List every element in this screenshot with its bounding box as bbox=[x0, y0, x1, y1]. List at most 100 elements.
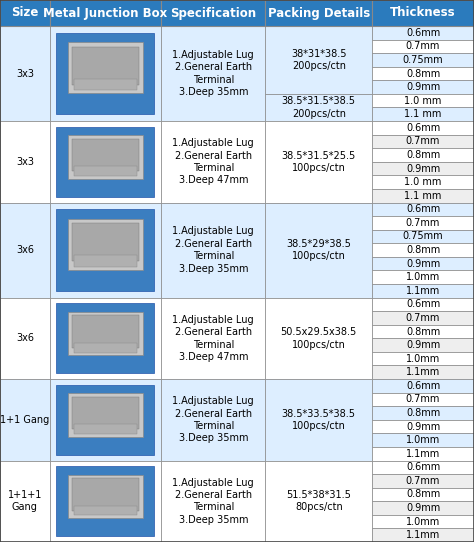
Bar bbox=[372, 325, 474, 338]
Text: 1.Adjustable Lug
2.General Earth
Terminal
3.Deep 35mm: 1.Adjustable Lug 2.General Earth Termina… bbox=[173, 227, 254, 274]
Bar bbox=[372, 379, 474, 392]
Text: 1.0mm: 1.0mm bbox=[406, 272, 440, 282]
Text: 38.5*31.5*25.5
100pcs/ctn: 38.5*31.5*25.5 100pcs/ctn bbox=[282, 151, 356, 173]
Text: 1.1mm: 1.1mm bbox=[406, 367, 440, 377]
Text: 1.1mm: 1.1mm bbox=[406, 449, 440, 459]
Bar bbox=[50, 461, 161, 542]
Text: 1.0mm: 1.0mm bbox=[406, 354, 440, 364]
Bar bbox=[0, 461, 50, 542]
Bar bbox=[265, 94, 372, 121]
Bar bbox=[372, 474, 474, 488]
Bar bbox=[50, 298, 161, 379]
Bar bbox=[74, 424, 137, 434]
Bar bbox=[74, 506, 137, 515]
Bar bbox=[161, 121, 265, 203]
Bar bbox=[56, 385, 155, 455]
Text: 0.9mm: 0.9mm bbox=[406, 259, 440, 269]
Bar bbox=[161, 298, 265, 379]
Text: 3x6: 3x6 bbox=[16, 245, 34, 255]
Bar bbox=[50, 0, 161, 26]
Bar bbox=[372, 203, 474, 216]
Bar bbox=[72, 315, 139, 348]
Bar bbox=[68, 135, 143, 179]
Bar bbox=[68, 42, 143, 93]
Text: 38*31*38.5
200pcs/ctn: 38*31*38.5 200pcs/ctn bbox=[291, 49, 346, 71]
Bar bbox=[50, 26, 161, 121]
Bar bbox=[0, 0, 50, 26]
Bar bbox=[72, 397, 139, 429]
Bar bbox=[161, 0, 265, 26]
Bar bbox=[74, 343, 137, 352]
Bar bbox=[372, 176, 474, 189]
Text: 0.8mm: 0.8mm bbox=[406, 68, 440, 79]
Text: 1.0 mm: 1.0 mm bbox=[404, 177, 442, 187]
Text: 1.1mm: 1.1mm bbox=[406, 530, 440, 540]
Text: 0.6mm: 0.6mm bbox=[406, 299, 440, 309]
Bar bbox=[50, 121, 161, 203]
Text: 0.9mm: 0.9mm bbox=[406, 164, 440, 173]
Bar bbox=[72, 478, 139, 511]
Text: Metal Junction Box: Metal Junction Box bbox=[43, 7, 168, 20]
Bar bbox=[72, 223, 139, 261]
Bar bbox=[372, 447, 474, 461]
Bar bbox=[372, 515, 474, 528]
Bar bbox=[372, 270, 474, 284]
Text: 0.8mm: 0.8mm bbox=[406, 245, 440, 255]
Text: 0.8mm: 0.8mm bbox=[406, 150, 440, 160]
Bar bbox=[265, 461, 372, 542]
Bar bbox=[265, 379, 372, 461]
Text: 1.0 mm: 1.0 mm bbox=[404, 96, 442, 106]
Text: 0.6mm: 0.6mm bbox=[406, 462, 440, 472]
Bar bbox=[50, 203, 161, 298]
Text: Specification: Specification bbox=[170, 7, 256, 20]
Bar bbox=[0, 121, 50, 203]
Bar bbox=[74, 79, 137, 90]
Bar bbox=[372, 216, 474, 230]
Text: 1.0mm: 1.0mm bbox=[406, 435, 440, 445]
Text: 0.7mm: 0.7mm bbox=[406, 137, 440, 146]
Text: 0.8mm: 0.8mm bbox=[406, 326, 440, 337]
Text: 1.0mm: 1.0mm bbox=[406, 517, 440, 527]
Bar bbox=[72, 47, 139, 85]
Bar bbox=[0, 26, 50, 121]
Text: 1.1 mm: 1.1 mm bbox=[404, 191, 442, 201]
Bar bbox=[265, 0, 372, 26]
Bar bbox=[56, 466, 155, 536]
Bar bbox=[372, 189, 474, 203]
Bar bbox=[372, 434, 474, 447]
Bar bbox=[372, 94, 474, 107]
Text: 1+1 Gang: 1+1 Gang bbox=[0, 415, 49, 425]
Text: 1.Adjustable Lug
2.General Earth
Terminal
3.Deep 47mm: 1.Adjustable Lug 2.General Earth Termina… bbox=[173, 138, 254, 185]
Bar bbox=[372, 53, 474, 67]
Text: 0.8mm: 0.8mm bbox=[406, 489, 440, 500]
Text: 0.75mm: 0.75mm bbox=[403, 55, 443, 65]
Bar bbox=[265, 298, 372, 379]
Bar bbox=[372, 107, 474, 121]
Bar bbox=[0, 203, 50, 298]
Bar bbox=[265, 203, 372, 298]
Text: 1.Adjustable Lug
2.General Earth
Terminal
3.Deep 35mm: 1.Adjustable Lug 2.General Earth Termina… bbox=[173, 478, 254, 525]
Bar bbox=[372, 501, 474, 515]
Text: 0.75mm: 0.75mm bbox=[403, 231, 443, 242]
Bar bbox=[372, 0, 474, 26]
Bar bbox=[372, 528, 474, 542]
Text: 0.8mm: 0.8mm bbox=[406, 408, 440, 418]
Bar bbox=[161, 461, 265, 542]
Text: 0.7mm: 0.7mm bbox=[406, 476, 440, 486]
Bar bbox=[50, 379, 161, 461]
Bar bbox=[161, 26, 265, 121]
Text: 1.Adjustable Lug
2.General Earth
Terminal
3.Deep 47mm: 1.Adjustable Lug 2.General Earth Termina… bbox=[173, 315, 254, 362]
Text: 3x6: 3x6 bbox=[16, 333, 34, 343]
Text: Packing Details: Packing Details bbox=[268, 7, 370, 20]
Text: 1.1mm: 1.1mm bbox=[406, 286, 440, 296]
Text: 1.1 mm: 1.1 mm bbox=[404, 109, 442, 119]
Text: 38.5*29*38.5
100pcs/ctn: 38.5*29*38.5 100pcs/ctn bbox=[286, 239, 351, 261]
Text: 0.9mm: 0.9mm bbox=[406, 340, 440, 350]
Text: 38.5*33.5*38.5
100pcs/ctn: 38.5*33.5*38.5 100pcs/ctn bbox=[282, 409, 356, 431]
Text: 0.7mm: 0.7mm bbox=[406, 395, 440, 404]
Bar bbox=[372, 311, 474, 325]
Bar bbox=[372, 406, 474, 420]
Bar bbox=[265, 121, 372, 203]
Bar bbox=[56, 209, 155, 291]
Text: 0.9mm: 0.9mm bbox=[406, 503, 440, 513]
